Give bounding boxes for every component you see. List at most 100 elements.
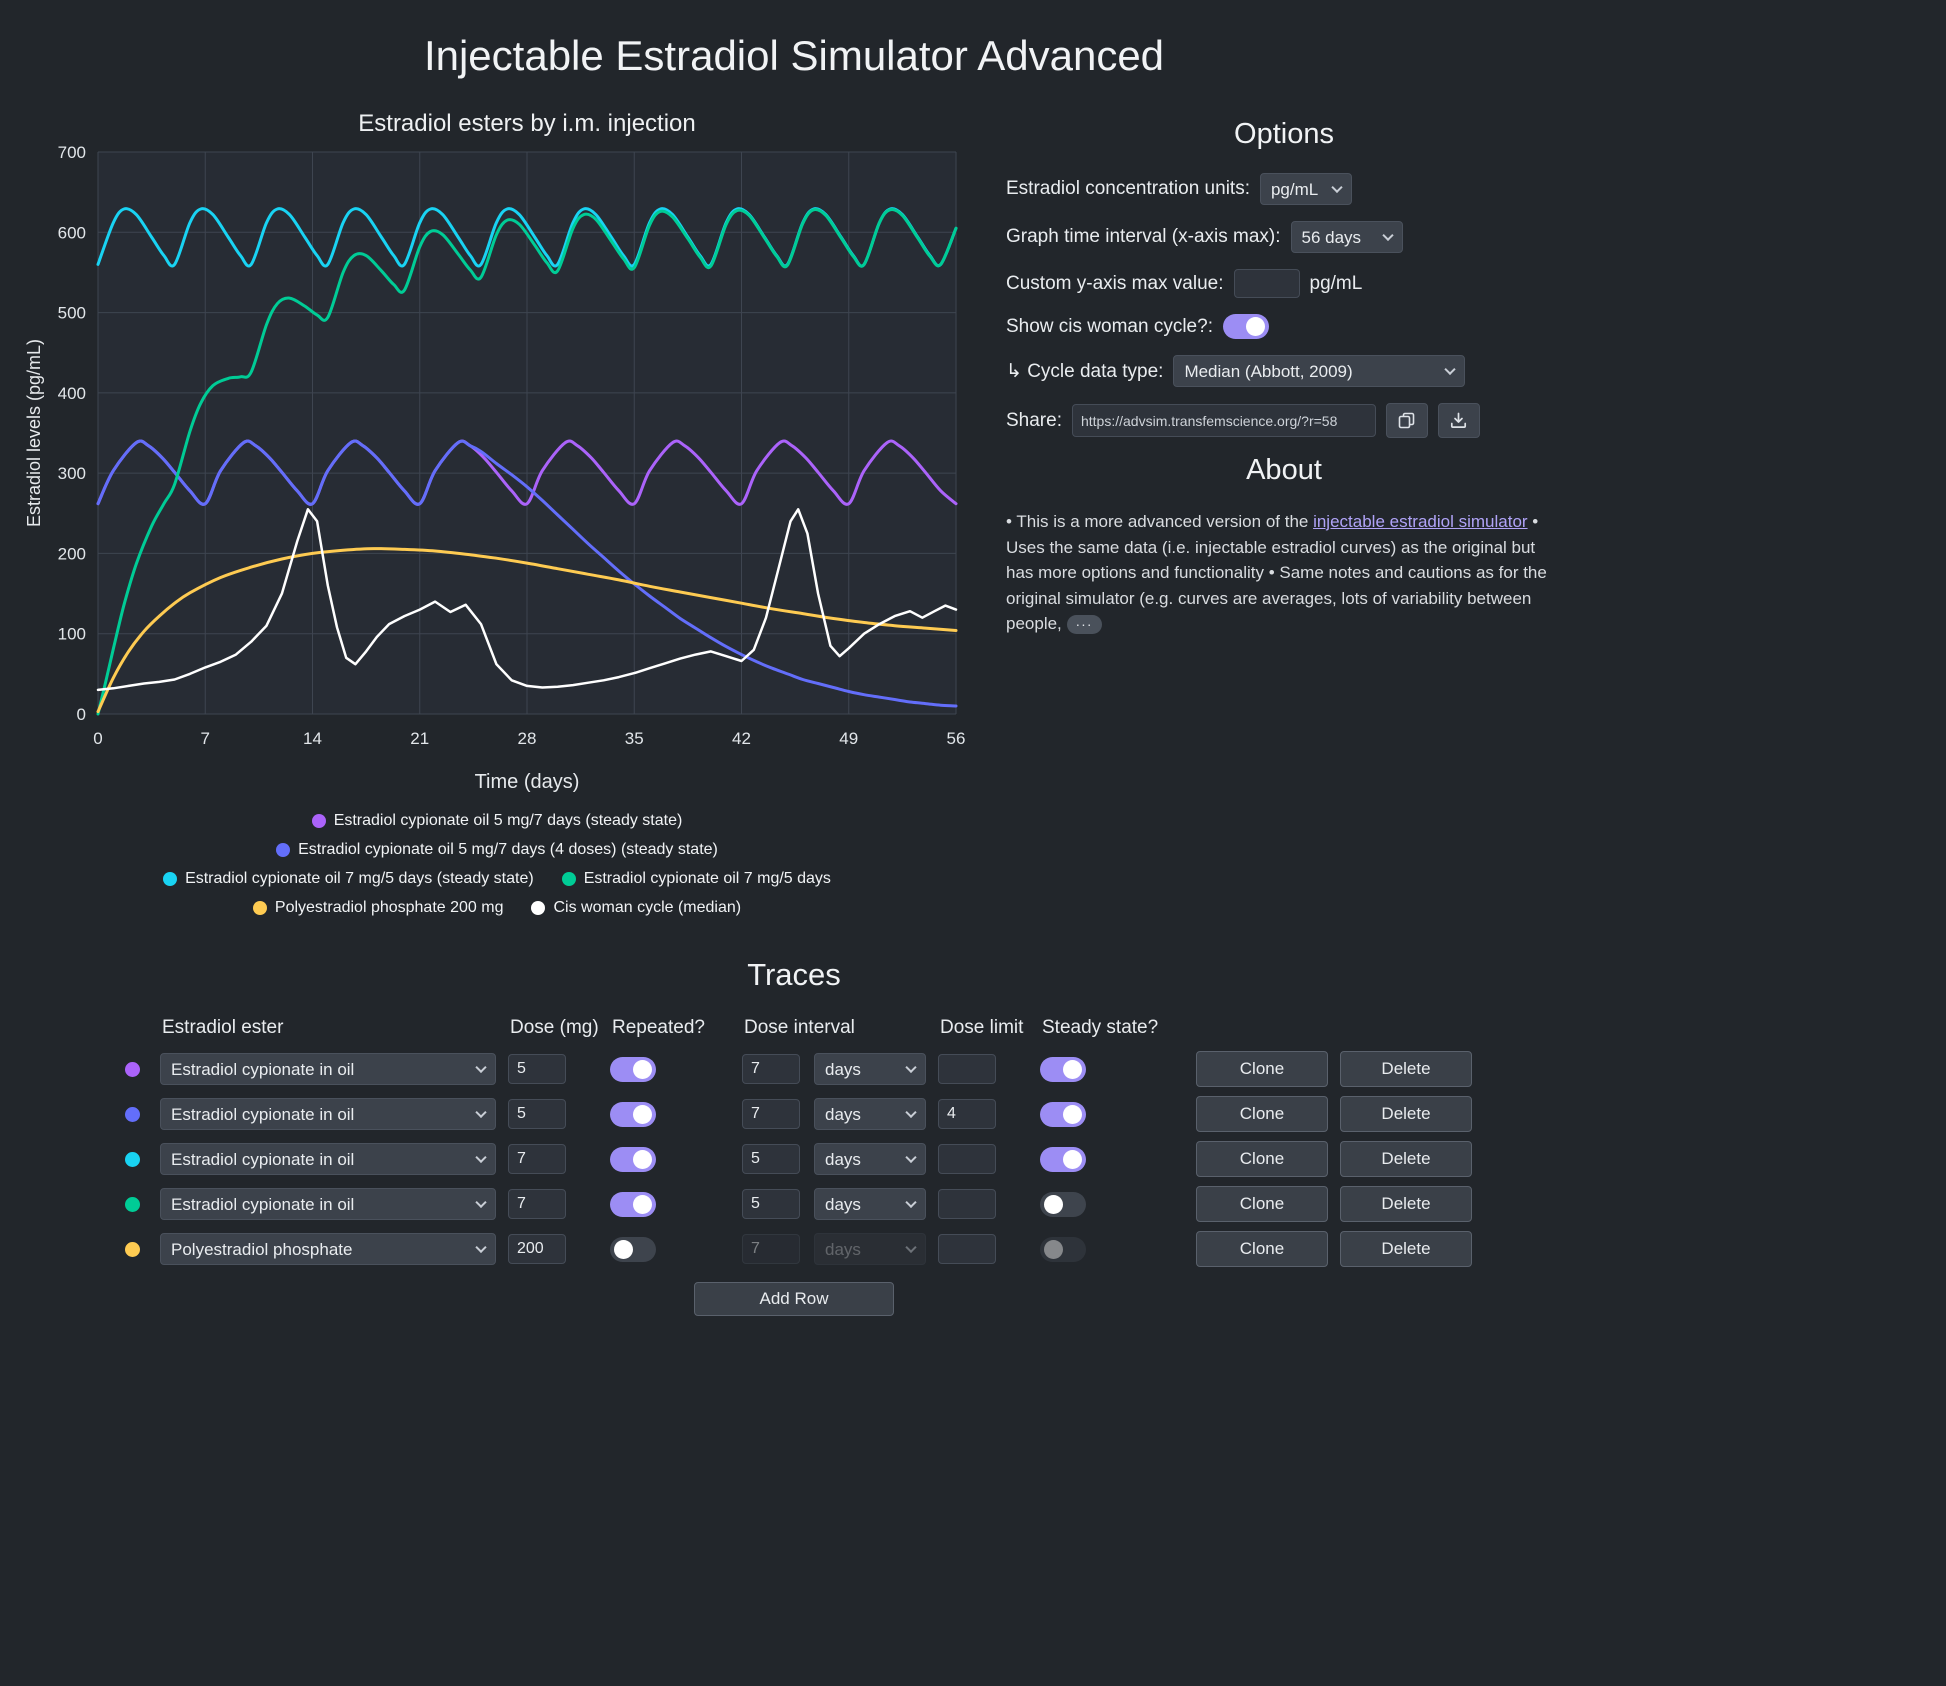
y-tick-label: 0 — [77, 705, 86, 724]
dose-limit-input[interactable] — [938, 1054, 996, 1084]
trace-rows: Estradiol cypionate in oil days Clone De… — [116, 1051, 1472, 1267]
trace-color-dot — [124, 1151, 140, 1167]
delete-button[interactable]: Delete — [1340, 1051, 1472, 1087]
dose-input[interactable] — [508, 1234, 566, 1264]
trace-color-dot — [124, 1196, 140, 1212]
series-line-1 — [96, 439, 958, 708]
cycle-type-select[interactable]: Median (Abbott, 2009) — [1173, 355, 1466, 387]
dose-limit-input[interactable] — [938, 1234, 996, 1264]
legend-row: Estradiol cypionate oil 5 mg/7 days (ste… — [311, 812, 682, 830]
repeated-toggle[interactable] — [610, 1191, 656, 1217]
interval-select[interactable]: 56 days — [1290, 221, 1403, 253]
option-row-ymax: Custom y-axis max value: pg/mL — [1006, 269, 1562, 298]
dose-interval-input[interactable] — [742, 1099, 800, 1129]
dose-input[interactable] — [508, 1189, 566, 1219]
repeated-toggle[interactable] — [610, 1146, 656, 1172]
legend-item[interactable]: Cis woman cycle (median) — [531, 899, 741, 917]
ester-select-wrap: Polyestradiol phosphate — [160, 1233, 496, 1265]
dose-interval-input[interactable] — [742, 1189, 800, 1219]
ester-select[interactable]: Estradiol cypionate in oil — [160, 1188, 496, 1220]
ester-select[interactable]: Estradiol cypionate in oil — [160, 1143, 496, 1175]
legend-row: Estradiol cypionate oil 7 mg/5 days (ste… — [163, 870, 831, 888]
dose-limit-input[interactable] — [938, 1144, 996, 1174]
repeated-toggle[interactable] — [610, 1101, 656, 1127]
trace-row: Estradiol cypionate in oil days Clone De… — [116, 1186, 1472, 1222]
dose-limit-input[interactable] — [938, 1189, 996, 1219]
delete-button[interactable]: Delete — [1340, 1231, 1472, 1267]
legend-row: Estradiol cypionate oil 5 mg/7 days (4 d… — [276, 841, 718, 859]
delete-button[interactable]: Delete — [1340, 1141, 1472, 1177]
show-cycle-toggle[interactable] — [1222, 314, 1269, 339]
options-panel: Options Estradiol concentration units: p… — [1006, 104, 1562, 917]
toggle-knob — [1044, 1194, 1063, 1214]
ester-select-wrap: Estradiol cypionate in oil — [160, 1188, 496, 1220]
show-cycle-label: Show cis woman cycle?: — [1006, 315, 1213, 337]
toggle-knob — [1044, 1239, 1063, 1259]
ester-select[interactable]: Estradiol cypionate in oil — [160, 1053, 496, 1085]
steady-state-toggle[interactable] — [1040, 1191, 1086, 1217]
delete-button[interactable]: Delete — [1340, 1096, 1472, 1132]
dose-interval-input[interactable] — [742, 1144, 800, 1174]
y-tick-label: 400 — [58, 384, 86, 403]
trace-row: Estradiol cypionate in oil days Clone De… — [116, 1141, 1472, 1177]
toggle-knob — [614, 1239, 633, 1259]
ester-select[interactable]: Estradiol cypionate in oil — [160, 1098, 496, 1130]
clone-button[interactable]: Clone — [1196, 1096, 1328, 1132]
steady-state-toggle[interactable] — [1040, 1101, 1086, 1127]
copy-share-button[interactable] — [1385, 403, 1428, 438]
repeated-toggle[interactable] — [610, 1056, 656, 1082]
dose-input[interactable] — [508, 1144, 566, 1174]
options-heading: Options — [1234, 118, 1334, 150]
legend-item[interactable]: Estradiol cypionate oil 5 mg/7 days (ste… — [311, 812, 682, 830]
ymax-input[interactable] — [1233, 269, 1300, 298]
dose-input[interactable] — [508, 1099, 566, 1129]
legend-item[interactable]: Estradiol cypionate oil 7 mg/5 days (ste… — [163, 870, 534, 888]
trace-row: Polyestradiol phosphate days Clone Delet… — [116, 1231, 1472, 1267]
steady-state-toggle[interactable] — [1040, 1056, 1086, 1082]
legend-marker-icon — [163, 872, 178, 886]
ester-select[interactable]: Polyestradiol phosphate — [160, 1233, 496, 1265]
legend-marker-icon — [311, 814, 326, 828]
trace-color-dot — [124, 1106, 140, 1122]
interval-unit-select[interactable]: days — [814, 1098, 926, 1130]
steady-state-toggle[interactable] — [1040, 1236, 1086, 1262]
clone-button[interactable]: Clone — [1196, 1051, 1328, 1087]
repeated-toggle[interactable] — [610, 1236, 656, 1262]
units-select-wrap: pg/mL — [1259, 173, 1352, 205]
expand-about-button[interactable]: ··· — [1066, 615, 1102, 635]
add-row-button[interactable]: Add Row — [694, 1282, 894, 1316]
dose-limit-input[interactable] — [938, 1099, 996, 1129]
interval-unit-select[interactable]: days — [814, 1233, 926, 1265]
main-row: 0 7 14 21 28 35 42 49 56 0 100 200 300 400 500 600 700 Es… — [8, 104, 1580, 917]
toggle-knob — [1245, 317, 1265, 336]
col-header-interval: Dose interval — [744, 1017, 855, 1038]
steady-state-toggle[interactable] — [1040, 1146, 1086, 1172]
toggle-knob — [633, 1194, 652, 1214]
ymax-label: Custom y-axis max value: — [1006, 272, 1224, 294]
simulator-link[interactable]: injectable estradiol simulator — [1313, 512, 1528, 531]
cycle-type-select-wrap: Median (Abbott, 2009) — [1173, 355, 1466, 387]
dose-interval-input[interactable] — [742, 1054, 800, 1084]
delete-button[interactable]: Delete — [1340, 1186, 1472, 1222]
legend-item[interactable]: Estradiol cypionate oil 7 mg/5 days — [561, 870, 831, 888]
download-share-button[interactable] — [1437, 403, 1480, 438]
legend-item[interactable]: Polyestradiol phosphate 200 mg — [252, 899, 503, 917]
legend-marker-icon — [531, 901, 546, 915]
dose-input[interactable] — [508, 1054, 566, 1084]
interval-unit-select[interactable]: days — [814, 1143, 926, 1175]
interval-unit-select[interactable]: days — [814, 1053, 926, 1085]
app-title: Injectable Estradiol Simulator Advanced — [423, 32, 1165, 79]
col-header-repeated: Repeated? — [612, 1017, 705, 1038]
interval-unit-select[interactable]: days — [814, 1188, 926, 1220]
clone-button[interactable]: Clone — [1196, 1186, 1328, 1222]
legend-item[interactable]: Estradiol cypionate oil 5 mg/7 days (4 d… — [276, 841, 718, 859]
share-url-input[interactable] — [1071, 404, 1376, 437]
legend-marker-icon — [252, 901, 267, 915]
about-text: • This is a more advanced version of the… — [1006, 509, 1554, 637]
clone-button[interactable]: Clone — [1196, 1231, 1328, 1267]
ester-select-wrap: Estradiol cypionate in oil — [160, 1098, 496, 1130]
share-label: Share: — [1006, 409, 1062, 431]
dose-interval-input[interactable] — [742, 1234, 800, 1264]
units-select[interactable]: pg/mL — [1259, 173, 1352, 205]
clone-button[interactable]: Clone — [1196, 1141, 1328, 1177]
